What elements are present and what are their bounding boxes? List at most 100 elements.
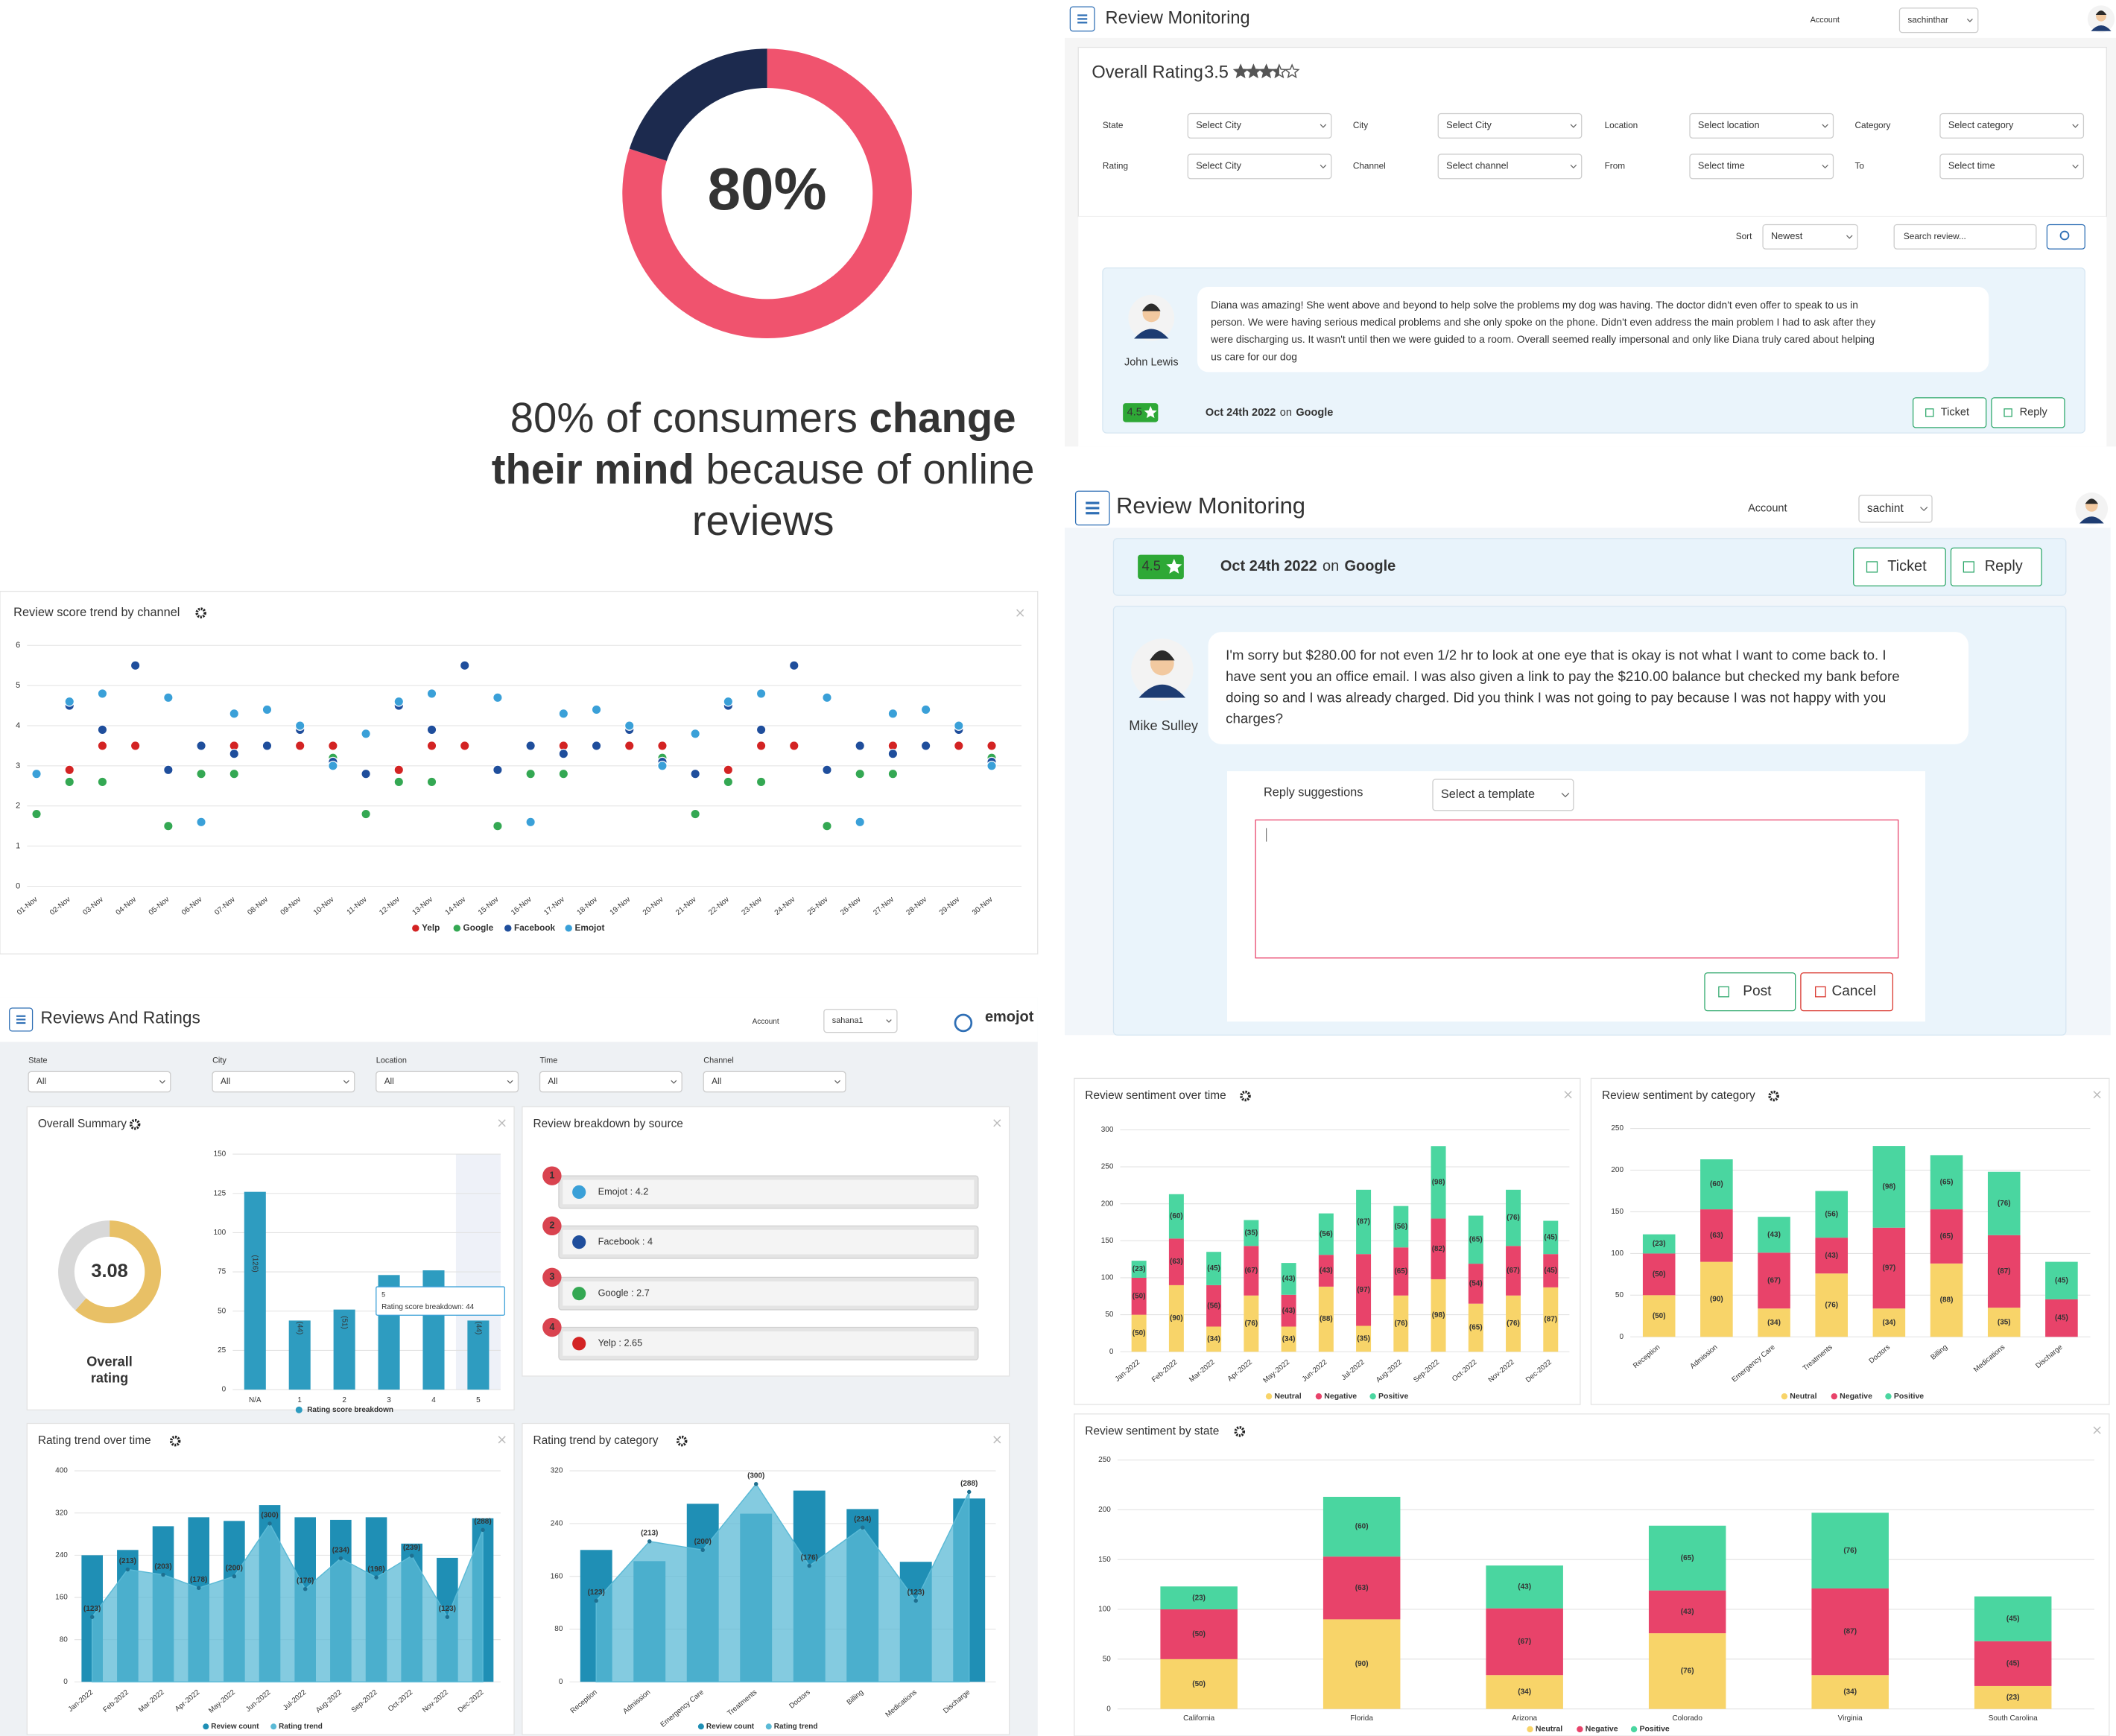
channel-point: [97, 776, 108, 788]
filter-select[interactable]: [1939, 153, 2085, 180]
filter-select-text: All: [712, 1076, 721, 1086]
cancel-button-label[interactable]: Cancel: [1832, 983, 1876, 999]
sort-select-text: Newest: [1771, 230, 1803, 241]
filter-select[interactable]: [1939, 113, 2085, 139]
search-input[interactable]: [1893, 224, 2037, 250]
filter-select-text: All: [384, 1076, 394, 1086]
reply-button[interactable]: [1991, 397, 2065, 428]
filter-select[interactable]: [703, 1071, 846, 1093]
chevron: [343, 1080, 349, 1084]
area-point: [161, 1572, 165, 1577]
sort-select[interactable]: [1762, 224, 1858, 250]
y-tick-label: 0: [1106, 1705, 1111, 1713]
filter-select[interactable]: [1689, 113, 1834, 139]
legend-swatch: [1831, 1393, 1837, 1400]
filter-select[interactable]: [28, 1071, 171, 1093]
legend-swatch: [1315, 1393, 1322, 1400]
area-label: (200): [226, 1564, 243, 1572]
segment-label: (34): [1883, 1319, 1896, 1327]
post-button-label[interactable]: Post: [1743, 983, 1772, 999]
search-button[interactable]: [2046, 224, 2085, 250]
avatar-body: [1138, 684, 1186, 698]
settings-icon[interactable]: [169, 1435, 181, 1447]
account-select[interactable]: [823, 1009, 898, 1033]
legend-label: Review count: [211, 1723, 259, 1731]
segment-label: (76): [1843, 1547, 1857, 1555]
ticket-button[interactable]: [1912, 397, 1987, 428]
channel-point: [558, 709, 569, 719]
source-label: Yelp : 2.65: [598, 1337, 643, 1349]
segment-label: (43): [1825, 1252, 1838, 1260]
filter-select[interactable]: [212, 1071, 355, 1093]
y-tick-label: 100: [1098, 1606, 1111, 1614]
channel-point: [426, 741, 437, 751]
settings-icon[interactable]: [1240, 1090, 1251, 1102]
settings-icon[interactable]: [1768, 1090, 1779, 1102]
rank-badge: [542, 1216, 562, 1236]
stacked-segment: [1974, 1596, 2052, 1641]
legend-swatch: [565, 925, 572, 932]
channel-point: [130, 660, 141, 671]
cancel-button[interactable]: [1800, 972, 1894, 1012]
reply-button[interactable]: [1950, 547, 2042, 586]
area-point: [125, 1567, 130, 1572]
channel-point: [229, 768, 240, 779]
segment-label: (98): [1432, 1179, 1445, 1187]
chevron: [1570, 124, 1577, 128]
segment-label: (43): [1767, 1231, 1781, 1239]
settings-icon[interactable]: [1234, 1426, 1246, 1437]
segment-label: (63): [1170, 1258, 1183, 1266]
segment-label: (65): [1940, 1178, 1954, 1186]
area-label: (200): [694, 1538, 712, 1546]
rating-donut-rest: [58, 1220, 110, 1311]
tooltip-title: 5: [381, 1290, 385, 1298]
stacked-segment: [1642, 1253, 1676, 1296]
legend-swatch: [295, 1406, 302, 1413]
area-label: (123): [588, 1588, 605, 1597]
post-button[interactable]: [1704, 972, 1796, 1012]
ticket-button-label[interactable]: Ticket: [1887, 558, 1927, 574]
filter-label: City: [1353, 120, 1368, 130]
rank: 1: [549, 1170, 554, 1181]
header: [1065, 487, 2111, 528]
filter-select[interactable]: [376, 1071, 519, 1093]
channel-point: [97, 724, 108, 735]
legend-label: Neutral: [1274, 1392, 1301, 1401]
stacked-segment: [1468, 1215, 1483, 1264]
area-point: [302, 1586, 308, 1591]
reply-button-label[interactable]: Reply: [2020, 407, 2048, 419]
account-select[interactable]: [1858, 495, 1933, 523]
area-label: (123): [439, 1605, 456, 1613]
reply-button-label[interactable]: Reply: [1985, 558, 2023, 574]
area-point: [807, 1563, 811, 1568]
stacked-segment: [1648, 1590, 1726, 1634]
settings-icon[interactable]: [195, 607, 206, 618]
account-select-text: sahana1: [832, 1016, 864, 1025]
settings-icon[interactable]: [676, 1435, 688, 1447]
template-select[interactable]: [1432, 779, 1574, 811]
channel-point: [756, 741, 767, 751]
y-tick-label: 125: [214, 1189, 227, 1197]
account-select[interactable]: [1898, 7, 1979, 34]
rating-label: Overall: [86, 1355, 133, 1369]
filter-select[interactable]: [1187, 113, 1332, 139]
filter-select[interactable]: [1437, 113, 1583, 139]
area-point: [267, 1521, 272, 1526]
filter-select[interactable]: [1187, 153, 1332, 180]
ticket-button[interactable]: [1853, 547, 1946, 586]
reply-textarea[interactable]: [1255, 819, 1899, 959]
area-point: [374, 1575, 378, 1580]
stacked-segment: [1486, 1675, 1563, 1709]
card-title: Review sentiment by category: [1602, 1089, 1755, 1102]
ticket-button-label[interactable]: Ticket: [1941, 407, 1969, 419]
avatar-body: [2091, 25, 2112, 31]
star: [1273, 65, 1279, 77]
settings-icon[interactable]: [129, 1118, 141, 1130]
channel-point: [887, 768, 899, 779]
channel-point: [393, 764, 405, 776]
filter-select[interactable]: [1689, 153, 1834, 180]
filter-select[interactable]: [539, 1071, 682, 1093]
card-title: Review sentiment over time: [1085, 1089, 1226, 1102]
stacked-segment: [1206, 1284, 1222, 1327]
filter-select[interactable]: [1437, 153, 1583, 180]
